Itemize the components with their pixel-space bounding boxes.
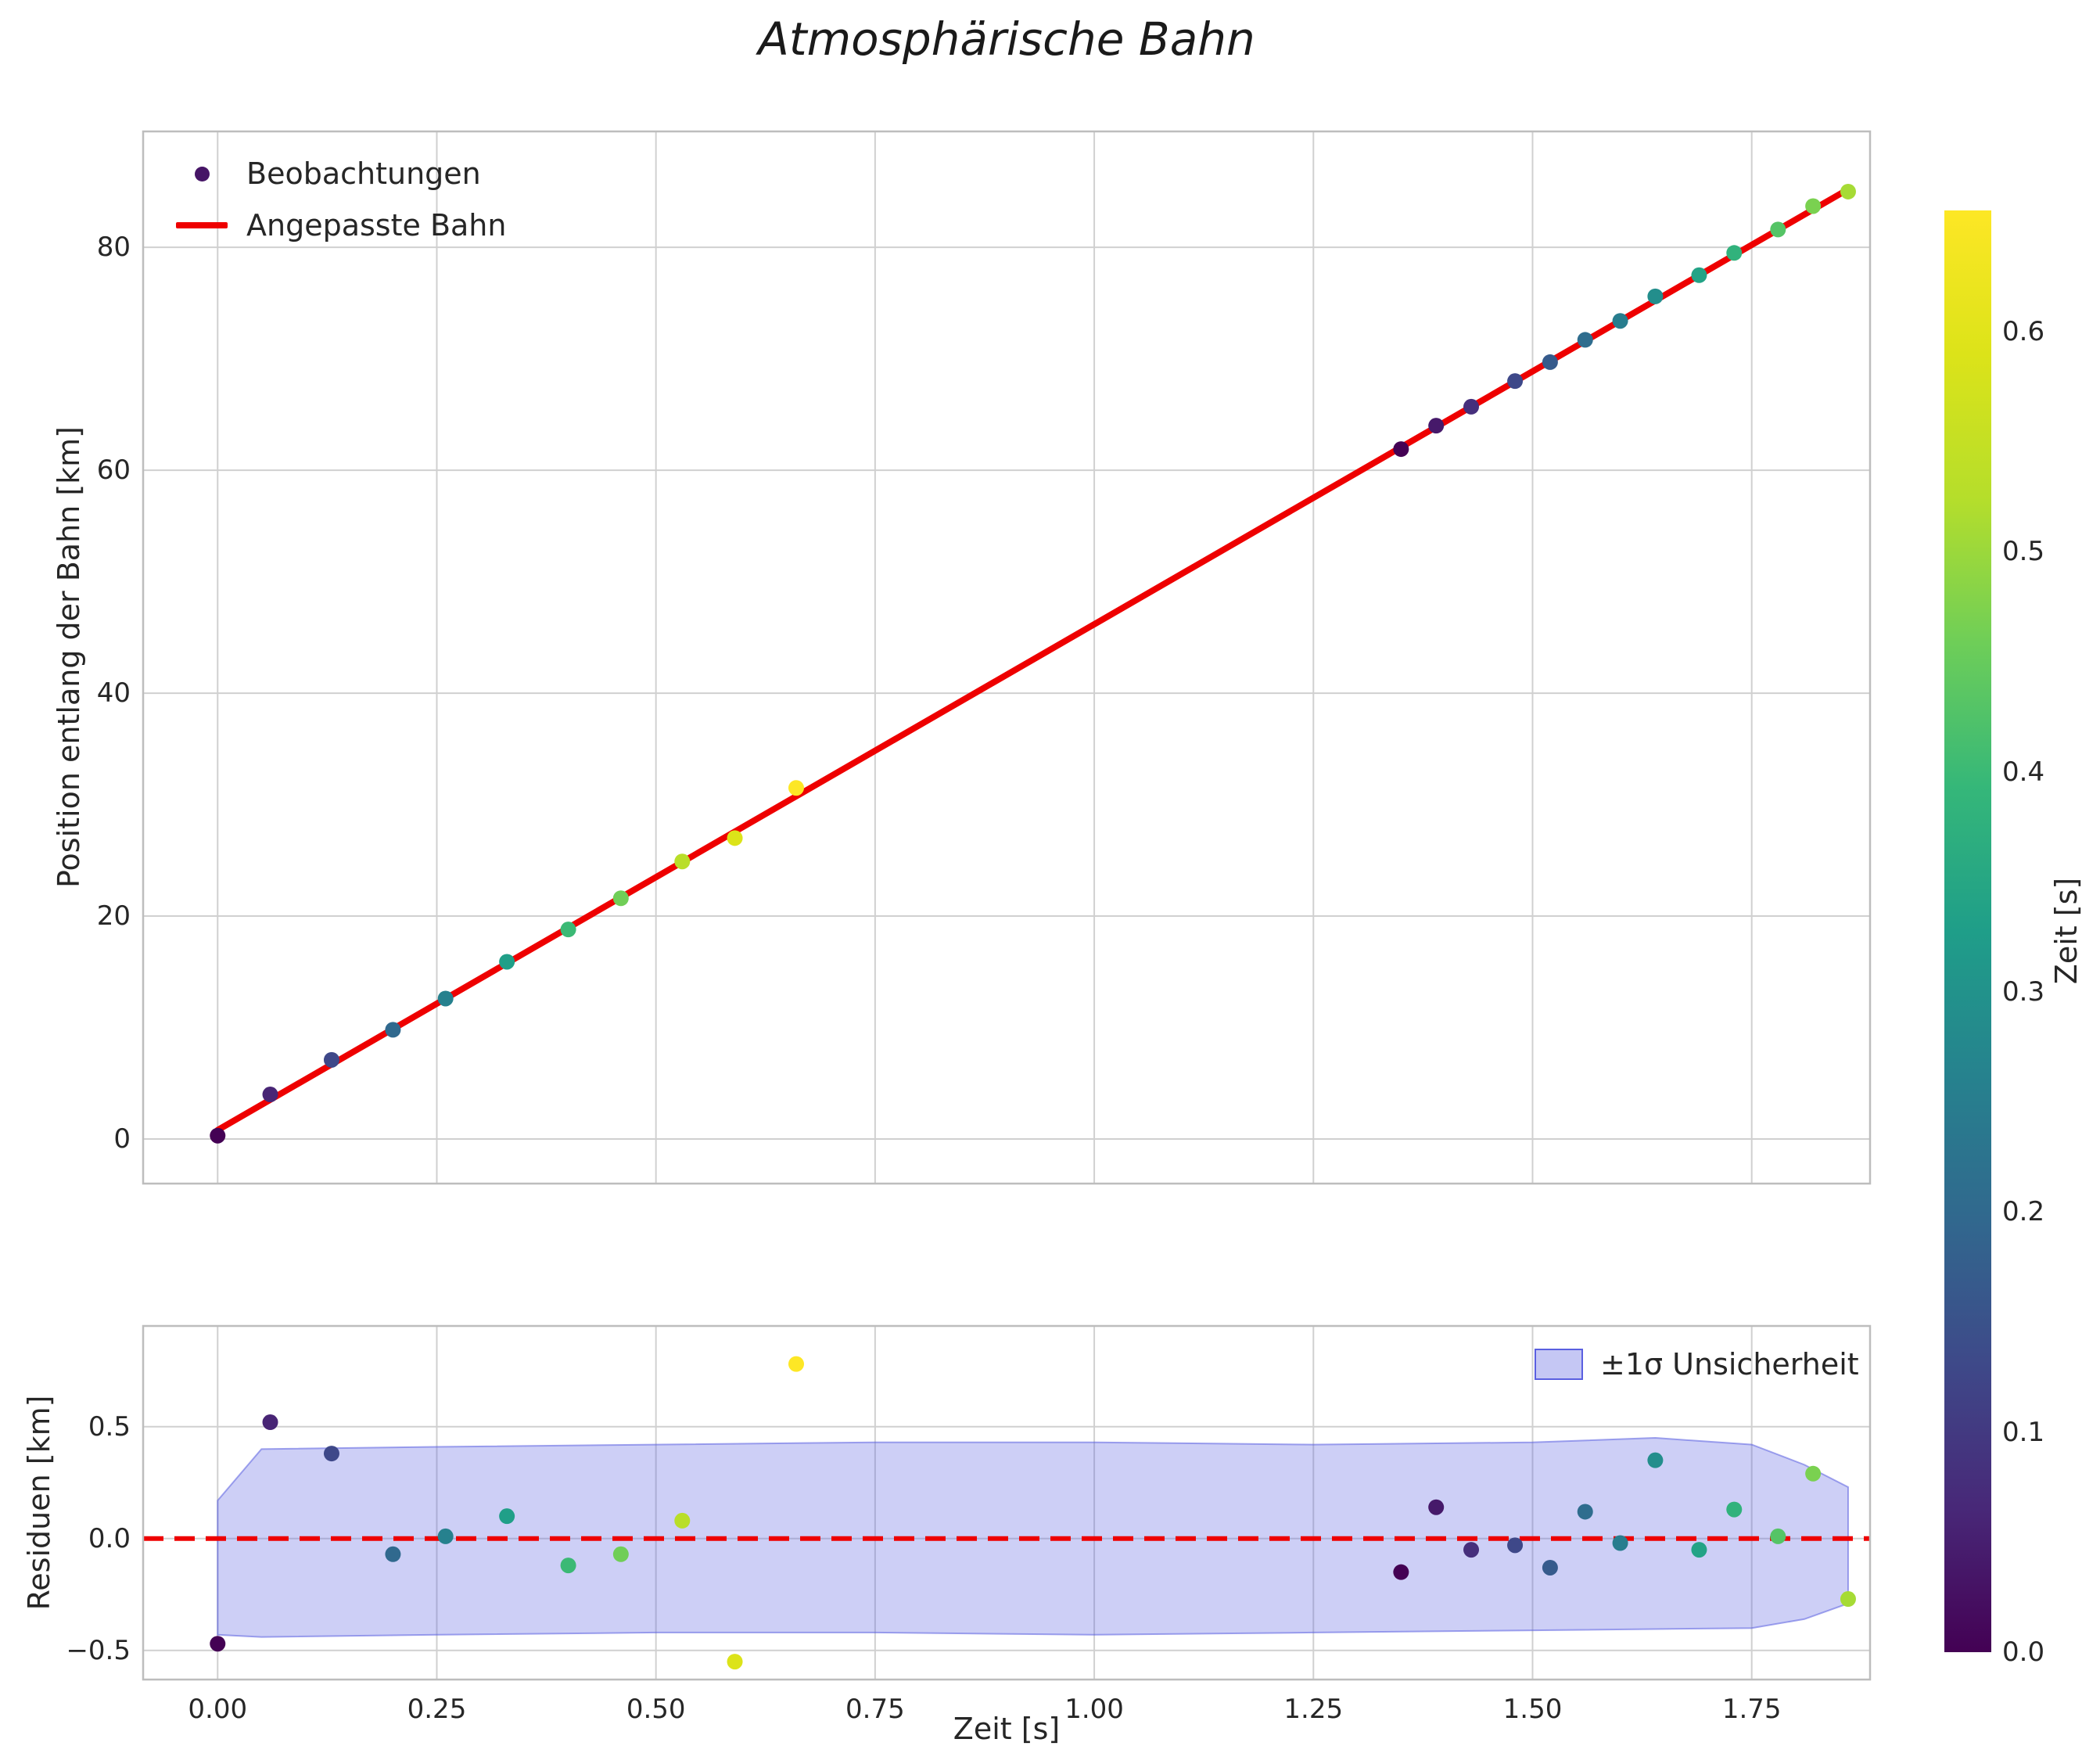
observation-point bbox=[1542, 354, 1558, 370]
xtick-label: 1.50 bbox=[1502, 1694, 1563, 1725]
colorbar-tick-label: 0.5 bbox=[2002, 536, 2045, 568]
residual-point bbox=[1647, 1452, 1664, 1468]
observation-marker-icon bbox=[194, 166, 210, 181]
observation-point bbox=[1840, 183, 1856, 199]
observation-point bbox=[1507, 373, 1524, 390]
observation-point bbox=[262, 1087, 278, 1103]
colorbar-tick-label: 0.1 bbox=[2002, 1416, 2045, 1448]
residual-point bbox=[437, 1528, 454, 1544]
residual-axes-frame bbox=[142, 1324, 1872, 1681]
xtick-label: 0.75 bbox=[845, 1694, 905, 1725]
residual-point bbox=[788, 1356, 805, 1372]
legend-label-fit: Angepasste Bahn bbox=[246, 208, 507, 243]
observation-point bbox=[727, 830, 743, 846]
legend-label-uncertainty: ±1σ Unsicherheit bbox=[1600, 1347, 1859, 1382]
legend-item-fit: Angepasste Bahn bbox=[174, 205, 506, 246]
xtick-label: 0.50 bbox=[626, 1694, 686, 1725]
uncertainty-patch-icon bbox=[1535, 1349, 1583, 1380]
fit-line bbox=[214, 185, 1854, 1134]
residual-point bbox=[210, 1636, 226, 1652]
residual-point bbox=[1726, 1501, 1743, 1518]
observation-point bbox=[499, 954, 515, 970]
residual-point bbox=[1612, 1535, 1628, 1551]
observation-point bbox=[1647, 288, 1664, 304]
observation-point bbox=[1577, 332, 1593, 348]
observation-point bbox=[1428, 418, 1445, 434]
top-ytick-label: 40 bbox=[96, 677, 131, 710]
colorbar-tick-label: 0.4 bbox=[2002, 756, 2045, 788]
top-ytick-label: 60 bbox=[96, 455, 131, 487]
observation-point bbox=[437, 990, 454, 1007]
top-y-axis-label: Position entlang der Bahn [km] bbox=[52, 426, 86, 889]
residual-point bbox=[612, 1546, 629, 1562]
residual-y-axis-label: Residuen [km] bbox=[22, 1395, 56, 1611]
residual-point bbox=[1542, 1559, 1558, 1576]
residual-point bbox=[727, 1654, 743, 1670]
observation-point bbox=[1612, 313, 1628, 329]
residual-point bbox=[323, 1446, 339, 1462]
top-ytick-label: 0 bbox=[113, 1123, 131, 1155]
main-legend: Beobachtungen Angepasste Bahn bbox=[174, 153, 506, 246]
observation-point bbox=[612, 890, 629, 907]
observation-point bbox=[1691, 267, 1707, 283]
colorbar-tick-label: 0.6 bbox=[2002, 315, 2045, 347]
observation-point bbox=[560, 922, 576, 938]
observation-point bbox=[210, 1127, 226, 1144]
xtick-label: 0.00 bbox=[188, 1694, 248, 1725]
x-axis-label: Zeit [s] bbox=[953, 1712, 1061, 1746]
xtick-label: 1.25 bbox=[1283, 1694, 1344, 1725]
observation-point bbox=[323, 1051, 339, 1068]
residual-point bbox=[1691, 1542, 1707, 1558]
observation-point bbox=[1805, 198, 1822, 214]
residual-point bbox=[1507, 1537, 1524, 1554]
legend-item-observations: Beobachtungen bbox=[174, 153, 506, 194]
observation-point bbox=[1770, 221, 1786, 238]
chart-title: Atmosphärische Bahn bbox=[758, 13, 1255, 66]
xtick-label: 1.00 bbox=[1064, 1694, 1124, 1725]
observation-point bbox=[1726, 245, 1743, 261]
residual-point bbox=[262, 1414, 278, 1431]
residual-point bbox=[674, 1512, 691, 1529]
colorbar bbox=[1944, 210, 1991, 1652]
colorbar-label: Zeit [s] bbox=[2049, 877, 2084, 985]
residual-point bbox=[1577, 1504, 1593, 1520]
xtick-label: 1.75 bbox=[1721, 1694, 1782, 1725]
residual-ytick-label: −0.5 bbox=[66, 1634, 131, 1666]
residual-point bbox=[1840, 1591, 1856, 1608]
residual-ytick-label: 0.5 bbox=[88, 1410, 131, 1443]
observation-point bbox=[674, 853, 691, 870]
observation-point bbox=[385, 1022, 401, 1038]
top-axes-frame bbox=[142, 130, 1872, 1185]
colorbar-tick-label: 0.2 bbox=[2002, 1196, 2045, 1228]
observation-point bbox=[1463, 398, 1480, 415]
residual-point bbox=[1428, 1499, 1445, 1515]
residual-point bbox=[1463, 1542, 1480, 1558]
colorbar-tick-label: 0.0 bbox=[2002, 1637, 2045, 1668]
legend-label-observations: Beobachtungen bbox=[246, 156, 481, 191]
residual-point bbox=[1393, 1564, 1409, 1580]
residual-point bbox=[385, 1546, 401, 1562]
residual-point bbox=[560, 1558, 576, 1574]
top-ytick-label: 80 bbox=[96, 232, 131, 264]
residual-point bbox=[1770, 1528, 1786, 1544]
fit-line-marker-icon bbox=[176, 222, 228, 228]
observation-point bbox=[1393, 441, 1409, 458]
top-ytick-label: 20 bbox=[96, 900, 131, 932]
xtick-label: 0.25 bbox=[407, 1694, 467, 1725]
colorbar-tick-label: 0.3 bbox=[2002, 976, 2045, 1008]
residual-ytick-label: 0.0 bbox=[88, 1522, 131, 1554]
residual-point bbox=[499, 1508, 515, 1525]
residual-point bbox=[1805, 1465, 1822, 1482]
residual-legend: ±1σ Unsicherheit bbox=[1535, 1347, 1859, 1382]
observation-point bbox=[788, 780, 805, 796]
